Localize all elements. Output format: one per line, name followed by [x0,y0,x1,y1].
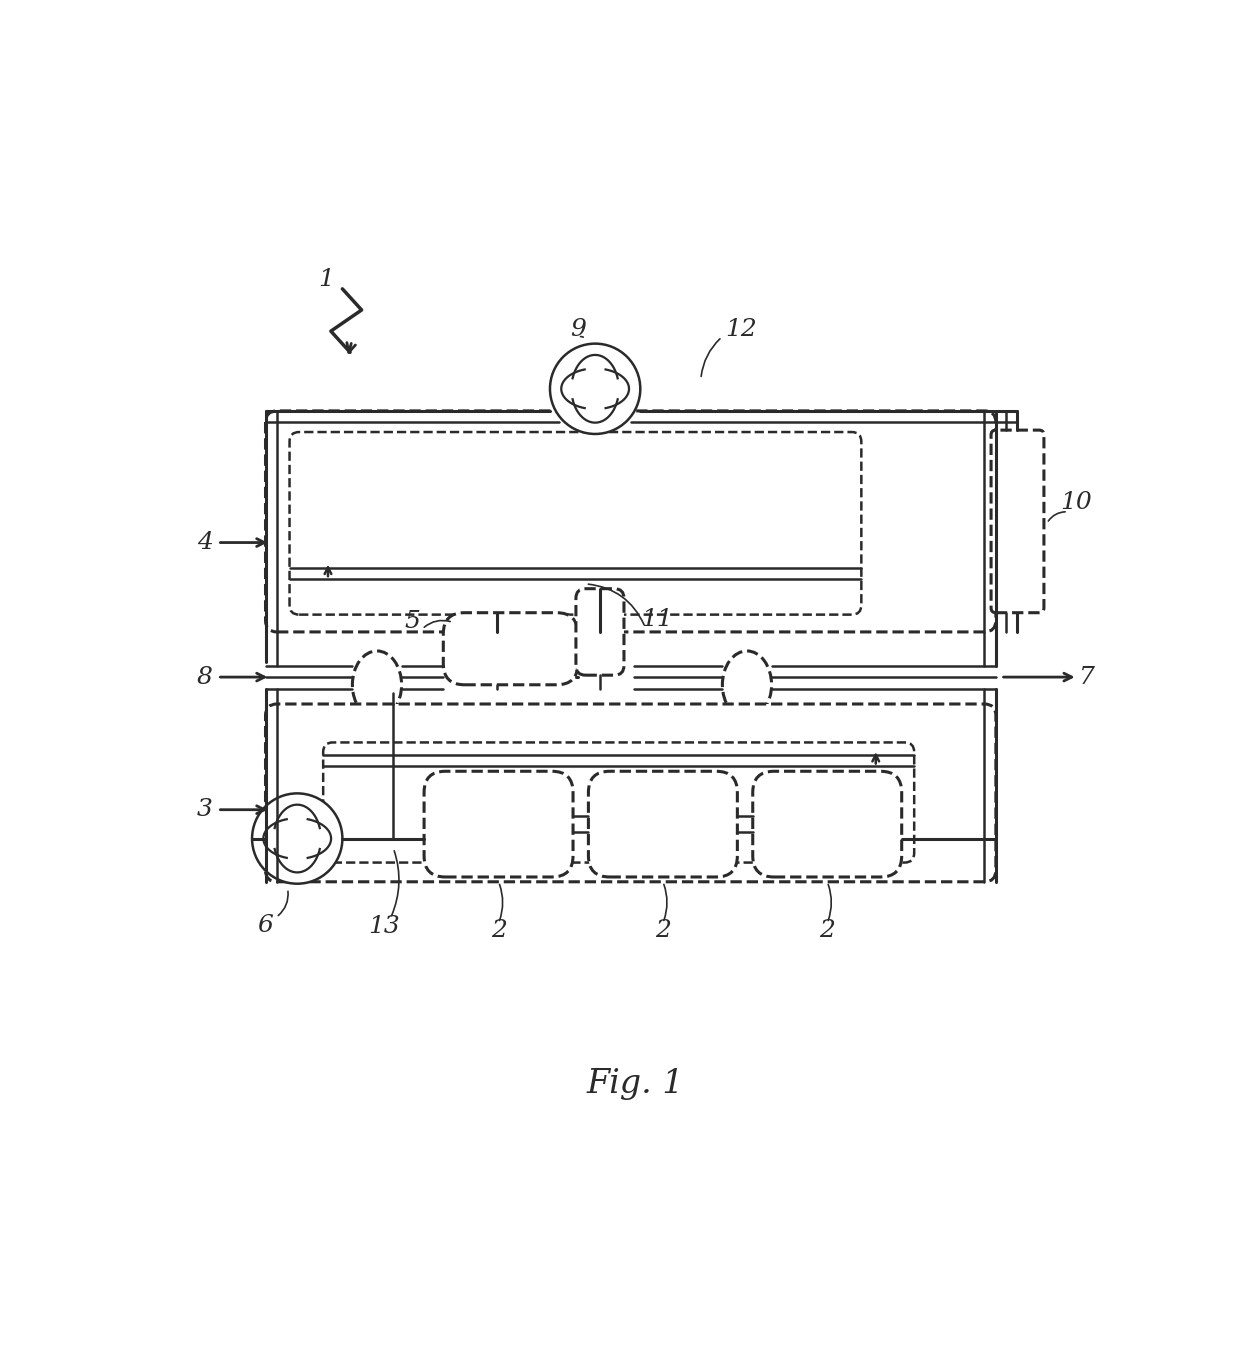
Text: 10: 10 [1060,491,1091,514]
Text: 5: 5 [404,610,420,633]
Text: 4: 4 [197,532,213,555]
FancyBboxPatch shape [991,430,1044,613]
FancyBboxPatch shape [290,433,862,614]
Circle shape [551,343,640,434]
Text: Fig. 1: Fig. 1 [587,1067,684,1100]
FancyBboxPatch shape [424,772,573,877]
Text: 11: 11 [641,607,672,631]
FancyBboxPatch shape [753,772,901,877]
Text: 9: 9 [570,317,585,340]
Text: 3: 3 [197,799,213,822]
Ellipse shape [723,651,771,719]
FancyBboxPatch shape [589,772,738,877]
Text: 12: 12 [725,317,758,340]
FancyBboxPatch shape [324,743,914,862]
Text: 8: 8 [197,666,213,689]
Circle shape [252,793,342,884]
Text: 1: 1 [319,267,334,290]
Text: 2: 2 [655,919,671,942]
Text: 2: 2 [491,919,506,942]
Text: 7: 7 [1079,666,1095,689]
FancyBboxPatch shape [265,411,996,632]
Ellipse shape [352,651,402,719]
Text: 2: 2 [820,919,836,942]
FancyBboxPatch shape [265,704,996,881]
Text: 6: 6 [258,914,274,937]
FancyBboxPatch shape [575,589,624,675]
Text: 13: 13 [368,915,399,938]
FancyBboxPatch shape [444,613,578,685]
